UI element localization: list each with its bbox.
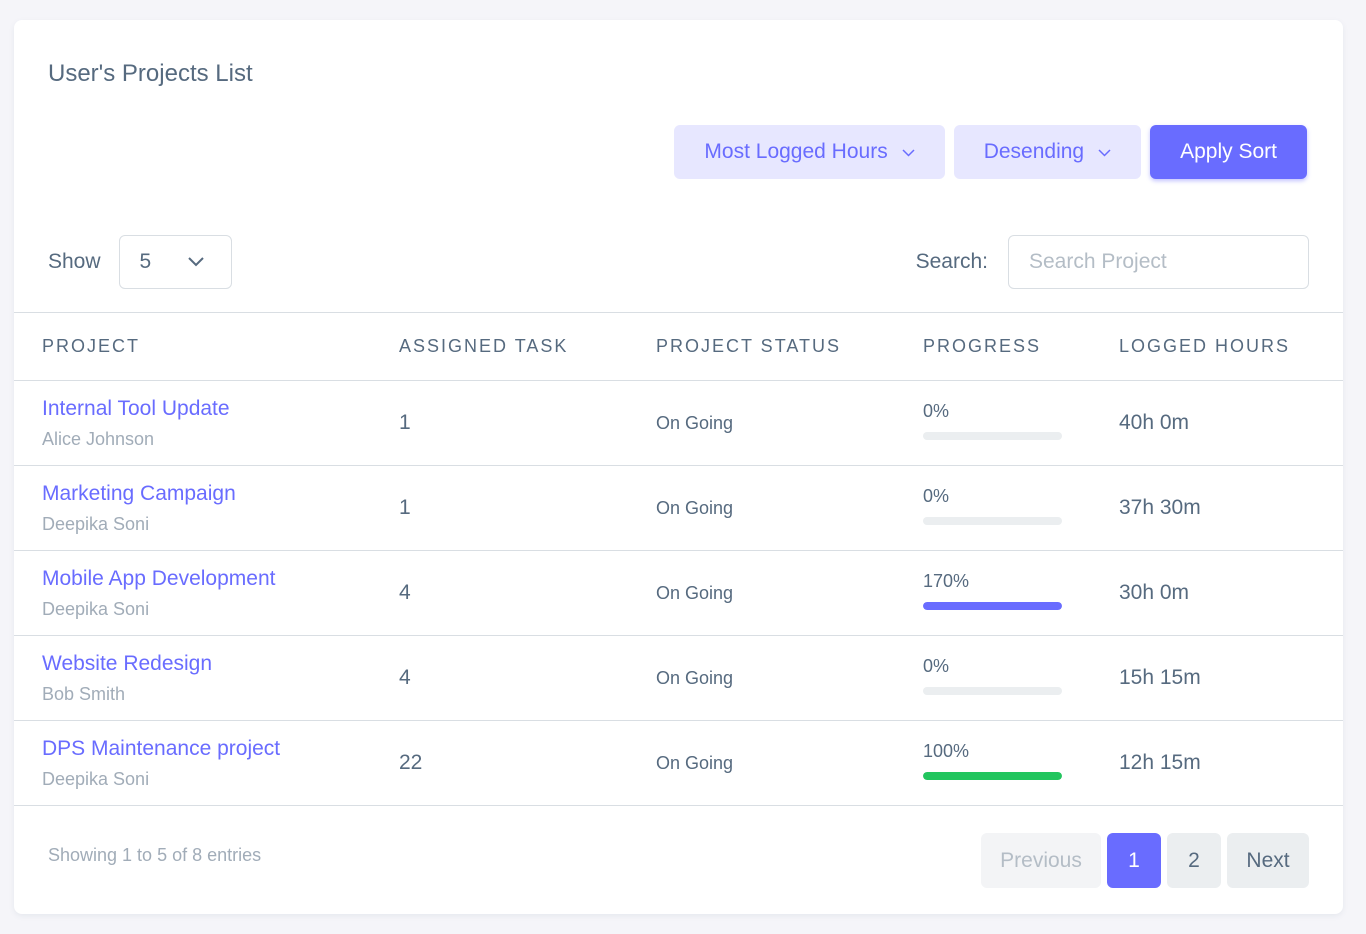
- page-length-value: 5: [139, 250, 152, 273]
- project-status: On Going: [656, 752, 734, 773]
- progress-label: 170%: [923, 570, 970, 591]
- page-length-select[interactable]: 5: [118, 235, 232, 289]
- project-owner: Deepika Soni: [42, 513, 150, 534]
- project-name-link[interactable]: Website Redesign: [42, 651, 213, 675]
- progress-bar: [923, 601, 1062, 610]
- progress-bar: [923, 686, 1062, 695]
- logged-hours: 37h 30m: [1119, 496, 1201, 519]
- sort-bar: Most Logged Hours Desending Apply Sort: [674, 125, 1307, 179]
- project-name-link[interactable]: Mobile App Development: [42, 566, 276, 590]
- project-owner: Alice Johnson: [42, 428, 155, 449]
- assigned-task-count: 1: [399, 411, 411, 434]
- next-page-button[interactable]: Next: [1227, 833, 1309, 888]
- chevron-down-icon: [902, 148, 915, 157]
- progress-bar: [923, 431, 1062, 440]
- table-header-row: PROJECT ASSIGNED TASK PROJECT STATUS PRO…: [14, 312, 1343, 381]
- table-info: Showing 1 to 5 of 8 entries: [48, 845, 262, 865]
- progress-label: 0%: [923, 485, 950, 506]
- previous-page-button[interactable]: Previous: [981, 833, 1101, 888]
- progress-label: 0%: [923, 400, 950, 421]
- chevron-down-icon: [1098, 148, 1111, 157]
- project-name-link[interactable]: DPS Maintenance project: [42, 736, 281, 760]
- table-body: Internal Tool Update Alice Johnson 1 On …: [14, 380, 1343, 806]
- assigned-task-count: 4: [399, 666, 411, 689]
- apply-sort-button[interactable]: Apply Sort: [1150, 125, 1307, 179]
- projects-table: PROJECT ASSIGNED TASK PROJECT STATUS PRO…: [14, 312, 1343, 806]
- project-owner: Deepika Soni: [42, 598, 150, 619]
- pagination: Previous 1 2 Next: [981, 833, 1309, 888]
- progress-bar: [923, 771, 1062, 780]
- sort-order-value: Desending: [983, 140, 1085, 163]
- card-title: User's Projects List: [48, 60, 253, 87]
- sort-order-dropdown[interactable]: Desending: [953, 125, 1142, 179]
- chevron-down-icon: [187, 257, 204, 267]
- project-name-link[interactable]: Marketing Campaign: [42, 481, 236, 505]
- sort-field-dropdown[interactable]: Most Logged Hours: [674, 125, 945, 179]
- logged-hours: 15h 15m: [1119, 666, 1201, 689]
- project-status: On Going: [656, 582, 734, 603]
- logged-hours: 30h 0m: [1119, 581, 1190, 604]
- progress-fill: [923, 601, 1062, 610]
- project-owner: Deepika Soni: [42, 768, 150, 789]
- project-owner: Bob Smith: [42, 683, 126, 704]
- project-status: On Going: [656, 412, 734, 433]
- assigned-task-count: 4: [399, 581, 411, 604]
- table-row: Marketing Campaign Deepika Soni 1 On Goi…: [14, 465, 1343, 551]
- assigned-task-count: 1: [399, 496, 411, 519]
- table-row: DPS Maintenance project Deepika Soni 22 …: [14, 720, 1343, 806]
- page-button-2[interactable]: 2: [1167, 833, 1221, 888]
- project-status: On Going: [656, 497, 734, 518]
- header-logged-hours[interactable]: LOGGED HOURS: [1119, 312, 1343, 381]
- progress-fill: [923, 771, 1062, 780]
- table-row: Website Redesign Bob Smith 4 On Going 0%…: [14, 635, 1343, 721]
- header-project[interactable]: PROJECT: [14, 312, 399, 381]
- progress-bar: [923, 516, 1062, 525]
- logged-hours: 12h 15m: [1119, 751, 1201, 774]
- project-status: On Going: [656, 667, 734, 688]
- table-row: Internal Tool Update Alice Johnson 1 On …: [14, 380, 1343, 466]
- show-label: Show: [48, 250, 101, 273]
- progress-label: 0%: [923, 655, 950, 676]
- project-name-link[interactable]: Internal Tool Update: [42, 396, 230, 420]
- search-label: Search:: [915, 250, 988, 273]
- page-button-1[interactable]: 1: [1107, 833, 1161, 888]
- projects-card: User's Projects List Most Logged Hours D…: [14, 20, 1343, 914]
- table-row: Mobile App Development Deepika Soni 4 On…: [14, 550, 1343, 636]
- length-control: Show 5: [48, 235, 232, 289]
- logged-hours: 40h 0m: [1119, 411, 1190, 434]
- progress-label: 100%: [923, 740, 970, 761]
- sort-field-value: Most Logged Hours: [704, 140, 888, 163]
- header-progress[interactable]: PROGRESS: [923, 312, 1119, 381]
- header-project-status[interactable]: PROJECT STATUS: [656, 312, 923, 381]
- search-input[interactable]: [1008, 235, 1309, 289]
- assigned-task-count: 22: [399, 751, 423, 774]
- search-control: Search:: [916, 235, 1309, 289]
- header-assigned-task[interactable]: ASSIGNED TASK: [399, 312, 656, 381]
